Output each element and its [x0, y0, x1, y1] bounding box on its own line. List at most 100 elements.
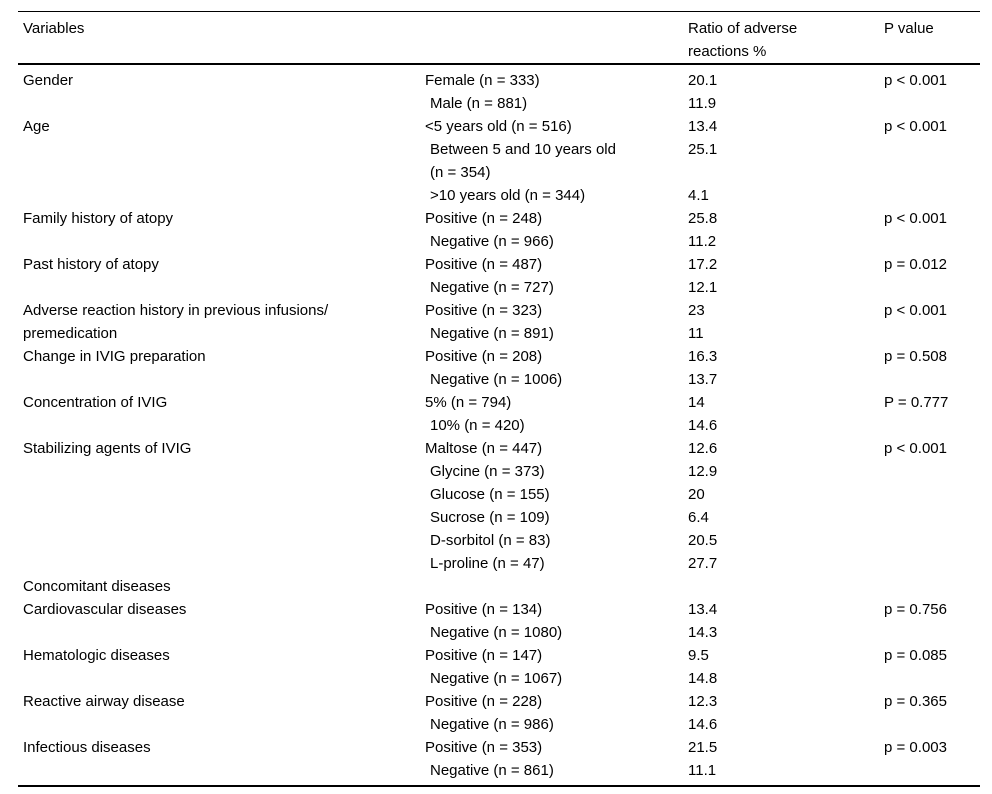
- ratio-cell: 11.2: [688, 233, 717, 250]
- category-cell: 10% (n = 420): [430, 417, 525, 434]
- ratio-cell: 11: [688, 325, 704, 342]
- table-row: Infectious diseases Positive (n = 353) 21.…: [18, 736, 980, 759]
- ratio-cell: 13.7: [688, 371, 718, 388]
- category-cell: Between 5 and 10 years old (n = 354): [430, 141, 616, 181]
- col-header-category: [425, 11, 688, 65]
- pvalue-cell: p = 0.508: [884, 348, 947, 365]
- pvalue-cell: P = 0.777: [884, 394, 949, 411]
- category-cell: Positive (n = 228): [425, 693, 543, 710]
- ratio-cell: [688, 575, 884, 598]
- category-cell: Female (n = 333): [425, 72, 540, 89]
- table-row: Between 5 and 10 years old (n = 354) 25.1: [18, 138, 980, 184]
- ratio-cell: 27.7: [688, 555, 718, 572]
- table-row: 10% (n = 420) 14.6: [18, 414, 980, 437]
- pvalue-cell: p < 0.001: [884, 210, 947, 227]
- ratio-cell: 23: [688, 302, 705, 319]
- pvalue-cell: p < 0.001: [884, 72, 947, 89]
- ratio-cell: 12.6: [688, 440, 718, 457]
- table-row: Negative (n = 986) 14.6: [18, 713, 980, 736]
- pvalue-cell: p = 0.085: [884, 647, 947, 664]
- pvalue-cell: p < 0.001: [884, 440, 947, 457]
- category-cell: <5 years old (n = 516): [425, 118, 572, 135]
- variable-cell: Reactive airway disease: [23, 693, 185, 710]
- variable-cell: Gender: [23, 72, 74, 89]
- ratio-cell: 25.1: [688, 141, 718, 158]
- category-cell: >10 years old (n = 344): [430, 187, 586, 204]
- table-row: D-sorbitol (n = 83) 20.5: [18, 529, 980, 552]
- pvalue-cell: p = 0.756: [884, 601, 947, 618]
- table-row: Adverse reaction history in previous inf…: [18, 299, 980, 342]
- category-cell: Positive (n = 487): [425, 256, 543, 273]
- table-row: Hematologic diseases Positive (n = 147) 9.…: [18, 644, 980, 667]
- table-row: L-proline (n = 47) 27.7: [18, 552, 980, 575]
- col-header-variables: Variables: [18, 11, 425, 65]
- category-cell: Negative (n = 986): [430, 716, 554, 733]
- pvalue-cell: p = 0.012: [884, 256, 947, 273]
- variable-cell: Adverse reaction history in previous inf…: [23, 302, 329, 342]
- ratio-cell: 14: [688, 394, 705, 411]
- category-cell: Negative (n = 861): [430, 762, 554, 779]
- ratio-cell: 11.9: [688, 95, 717, 112]
- adverse-reactions-table: Variables Ratio of adverse reactions % P…: [18, 11, 980, 787]
- ratio-cell: 14.6: [688, 716, 718, 733]
- category-cell: Positive (n = 147): [425, 647, 543, 664]
- category-cell: L-proline (n = 47): [430, 555, 545, 572]
- pvalue-cell: p = 0.003: [884, 739, 947, 756]
- pvalue-cell: p = 0.365: [884, 693, 947, 710]
- ratio-cell: 25.8: [688, 210, 718, 227]
- category-cell: Positive (n = 353): [425, 739, 543, 756]
- category-cell: Male (n = 881): [430, 95, 528, 112]
- variable-cell: Cardiovascular diseases: [23, 601, 187, 618]
- header-row: Variables Ratio of adverse reactions % P…: [18, 11, 980, 65]
- category-cell: Negative (n = 727): [430, 279, 554, 296]
- ratio-cell: 17.2: [688, 256, 718, 273]
- table-row: Reactive airway disease Positive (n = 228…: [18, 690, 980, 713]
- variable-cell: Stabilizing agents of IVIG: [23, 440, 192, 457]
- category-cell: Glucose (n = 155): [430, 486, 550, 503]
- category-cell: Negative (n = 966): [430, 233, 554, 250]
- category-cell: Negative (n = 1080): [430, 624, 563, 641]
- table-row: Glycine (n = 373) 12.9: [18, 460, 980, 483]
- ratio-cell: 14.6: [688, 417, 718, 434]
- ratio-cell: 4.1: [688, 187, 709, 204]
- category-cell: Sucrose (n = 109): [430, 509, 550, 526]
- category-cell: Maltose (n = 447): [425, 440, 543, 457]
- category-cell: Positive (n = 134): [425, 601, 543, 618]
- table-row: Past history of atopy Positive (n = 487) 1…: [18, 253, 980, 276]
- table-row: Negative (n = 891) 11: [18, 322, 980, 345]
- table-row: Sucrose (n = 109) 6.4: [18, 506, 980, 529]
- variable-cell: Change in IVIG preparation: [23, 348, 206, 365]
- ratio-cell: 9.5: [688, 647, 709, 664]
- ratio-cell: 12.9: [688, 463, 718, 480]
- ratio-cell: 21.5: [688, 739, 718, 756]
- category-cell: Glycine (n = 373): [430, 463, 545, 480]
- variable-cell: Concentration of IVIG: [23, 394, 168, 411]
- table-row: Negative (n = 861) 11.1: [18, 759, 980, 786]
- table-row: Negative (n = 1067) 14.8: [18, 667, 980, 690]
- ratio-cell: 13.4: [688, 118, 718, 135]
- variable-cell: Age: [23, 118, 50, 135]
- ratio-cell: 16.3: [688, 348, 718, 365]
- table-row: Concomitant diseases: [18, 575, 980, 598]
- table-row: >10 years old (n = 344) 4.1: [18, 184, 980, 207]
- category-cell: Positive (n = 208): [425, 348, 543, 365]
- ratio-cell: 14.8: [688, 670, 718, 687]
- ratio-cell: 12.3: [688, 693, 718, 710]
- table-row: Glucose (n = 155) 20: [18, 483, 980, 506]
- table-header: Variables Ratio of adverse reactions % P…: [18, 11, 980, 65]
- table-row: Negative (n = 966) 11.2: [18, 230, 980, 253]
- table-row: Family history of atopy Positive (n = 248…: [18, 207, 980, 230]
- ratio-cell: 20.5: [688, 532, 718, 549]
- ratio-cell: 14.3: [688, 624, 718, 641]
- table-row: Negative (n = 1006) 13.7: [18, 368, 980, 391]
- category-cell: Negative (n = 891): [430, 325, 554, 342]
- ratio-cell: 20: [688, 486, 705, 503]
- table-body: Gender Female (n = 333) 20.1 p < 0.001 Male …: [18, 64, 980, 786]
- variable-cell: Family history of atopy: [23, 210, 174, 227]
- variable-cell: Concomitant diseases: [23, 578, 171, 595]
- category-cell: Positive (n = 323): [425, 302, 543, 319]
- table-row: Concentration of IVIG 5% (n = 794) 14 P = 0…: [18, 391, 980, 414]
- category-cell: Negative (n = 1067): [430, 670, 563, 687]
- ratio-cell: 11.1: [688, 762, 717, 779]
- col-header-ratio: Ratio of adverse reactions %: [688, 11, 884, 65]
